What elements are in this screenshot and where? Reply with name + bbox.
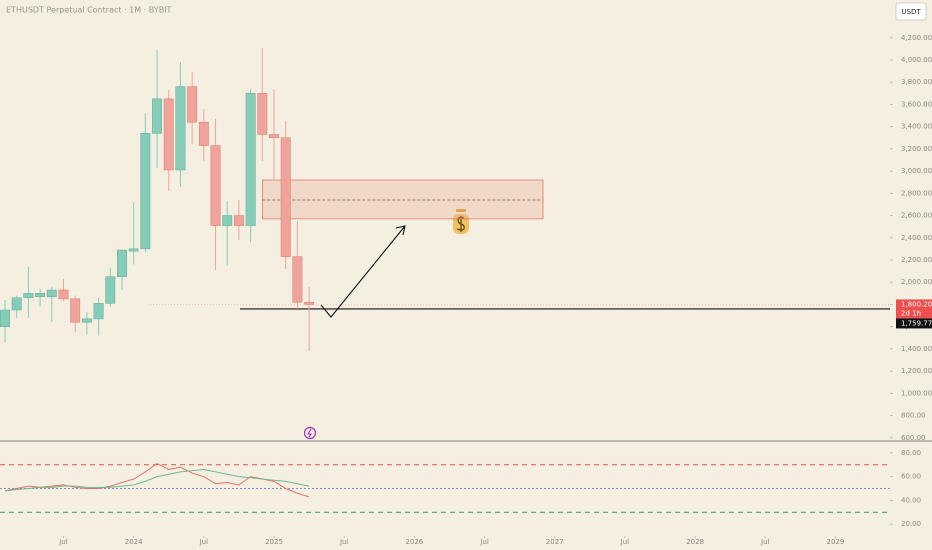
y-tick-label: 2,800.00 (901, 189, 932, 197)
arrow-head (395, 225, 406, 236)
y-tick-label: 3,200.00 (901, 145, 932, 153)
last-price-box (896, 299, 932, 319)
x-tick-label: Jul (479, 538, 489, 546)
x-tick-label: Jul (620, 538, 630, 546)
x-tick-label: 2026 (405, 538, 423, 546)
candle-body (257, 93, 268, 135)
y-tick-label: 800.00 (901, 412, 926, 420)
candle-body (81, 318, 92, 323)
candle-body (280, 137, 291, 257)
chart-title: ETHUSDT Perpetual Contract · 1M · BYBIT (6, 6, 172, 15)
y-tick-label: 1,200.00 (901, 367, 932, 375)
x-tick-label: 2027 (546, 538, 564, 546)
candle-body (233, 215, 244, 226)
arrow (320, 225, 406, 318)
y-tick-label: 1,400.00 (901, 345, 932, 353)
x-tick-label: Jul (58, 538, 68, 546)
y-tick-label: 1,000.00 (901, 389, 932, 397)
countdown: 2d 1h (901, 309, 921, 317)
y-tick-label: 60.00 (901, 473, 921, 481)
candle-body (292, 256, 303, 303)
candle-body (175, 86, 186, 171)
y-tick-label: 4,000.00 (901, 56, 932, 64)
y-tick-label: 40.00 (901, 496, 921, 504)
candle-body (222, 215, 233, 226)
y-tick-label: 80.00 (901, 449, 921, 457)
y-tick-label: 3,400.00 (901, 123, 932, 131)
currency: USDT (901, 8, 921, 16)
y-tick-label: 3,600.00 (901, 100, 932, 108)
x-tick-label: 2025 (265, 538, 283, 546)
candle-body (163, 98, 174, 171)
candle-body (105, 276, 116, 304)
y-tick-label: 2,200.00 (901, 256, 932, 264)
x-tick-label: Jul (760, 538, 770, 546)
candle-body (58, 289, 69, 300)
candle-body (245, 93, 256, 226)
last-price: 1,800.20 (901, 300, 932, 308)
y-tick-label: 3,000.00 (901, 167, 932, 175)
level-label: 1,759.77 (901, 319, 932, 327)
y-tick-label: 4,200.00 (901, 34, 932, 42)
y-tick-label: 2,600.00 (901, 212, 932, 220)
rsi-line (4, 468, 310, 492)
candle-body (0, 309, 10, 327)
rsi-line (4, 462, 310, 498)
candle-body (93, 303, 104, 320)
x-tick-label: 2024 (125, 538, 143, 546)
candle-body (46, 289, 57, 297)
currency-box (895, 2, 927, 21)
y-tick-label: 20.00 (901, 520, 921, 528)
candle-body (140, 133, 151, 250)
zone (261, 179, 544, 220)
candle-body (35, 293, 46, 297)
candle-body (304, 301, 315, 305)
candle-body (23, 293, 34, 299)
candle-body (198, 121, 209, 146)
x-tick-label: Jul (199, 538, 209, 546)
y-tick-label: 2,000.00 (901, 278, 932, 286)
candle-body (187, 86, 198, 123)
candle-body (11, 297, 22, 311)
y-tick-label: 2,400.00 (901, 234, 932, 242)
candle-body (117, 249, 127, 277)
candle-body (70, 298, 81, 323)
y-tick-label: 3,800.00 (901, 78, 932, 86)
level-box (896, 318, 932, 329)
x-tick-label: Jul (339, 538, 349, 546)
x-tick-label: 2029 (827, 538, 845, 546)
x-tick-label: 2028 (686, 538, 704, 546)
alert-icon (303, 426, 317, 440)
y-tick-label: 600.00 (901, 434, 926, 442)
candle-body (152, 98, 162, 134)
candle-body (128, 248, 139, 252)
candle-body (269, 134, 279, 139)
candle-body (210, 145, 221, 226)
